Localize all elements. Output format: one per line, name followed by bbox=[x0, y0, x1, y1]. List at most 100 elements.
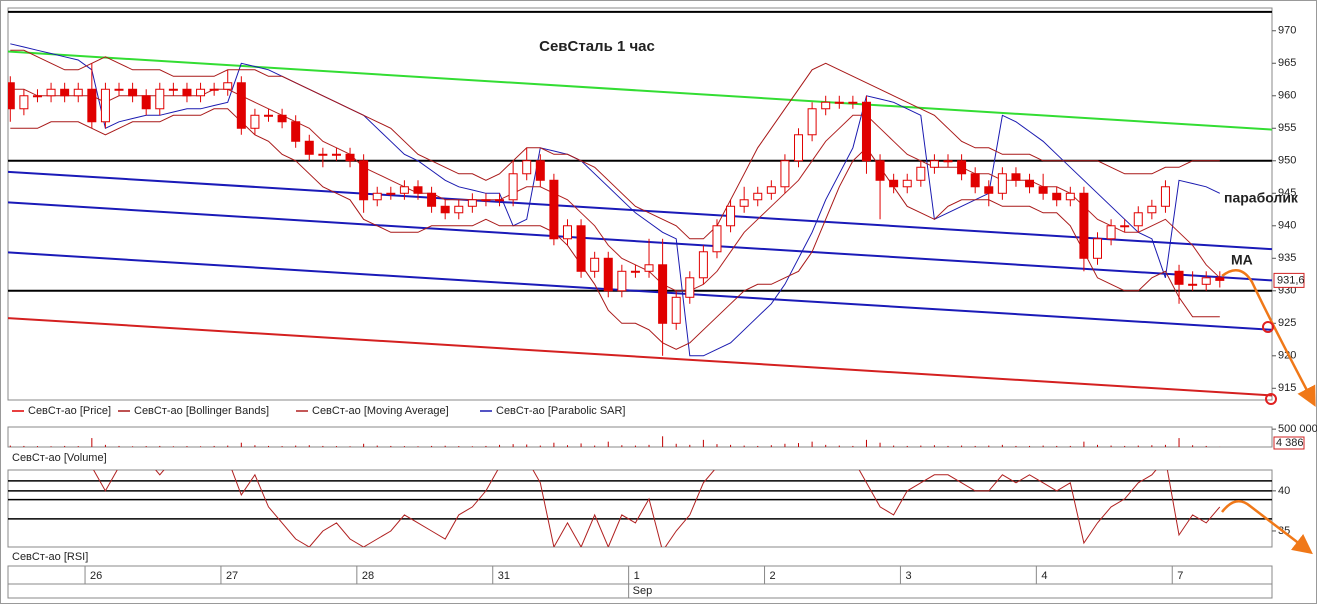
candle-body bbox=[535, 160, 545, 181]
candle-body bbox=[1065, 192, 1075, 201]
y-tick-label: 950 bbox=[1278, 155, 1296, 167]
last-price-box bbox=[1273, 272, 1305, 288]
candle-body bbox=[1215, 277, 1225, 281]
candle-body bbox=[712, 225, 722, 253]
candle-body bbox=[739, 199, 749, 207]
candle-body bbox=[318, 153, 328, 156]
y-tick-label: 955 bbox=[1278, 122, 1296, 134]
y-tick-label: 970 bbox=[1278, 25, 1296, 37]
volume-plot bbox=[9, 436, 1221, 447]
series-line bbox=[10, 43, 1221, 357]
candle-body bbox=[155, 88, 165, 110]
x-tick-label: 3 bbox=[905, 570, 911, 582]
candle-body bbox=[46, 88, 56, 97]
candle-body bbox=[848, 101, 858, 104]
candle-body bbox=[114, 88, 124, 91]
candle-body bbox=[861, 101, 871, 162]
candle-body bbox=[671, 296, 681, 324]
candle-body bbox=[1092, 238, 1102, 259]
panel-label: СевСт-ао [Volume] bbox=[12, 452, 107, 464]
candle-body bbox=[943, 160, 953, 163]
month-label: Sep bbox=[633, 585, 653, 597]
last-volume-box bbox=[1273, 436, 1305, 450]
candle-body bbox=[1011, 173, 1021, 181]
x-tick-label: 31 bbox=[498, 570, 510, 582]
candle-body bbox=[467, 199, 477, 207]
y-tick-label: 925 bbox=[1278, 317, 1296, 329]
legend-label: СевСт-ао [Bollinger Bands] bbox=[134, 405, 269, 417]
candle-body bbox=[562, 225, 572, 240]
candle-body bbox=[997, 173, 1007, 194]
legend-label: СевСт-ао [Parabolic SAR] bbox=[496, 405, 626, 417]
y-tick-label: 935 bbox=[1278, 252, 1296, 264]
x-tick-label: 1 bbox=[634, 570, 640, 582]
candle-body bbox=[834, 101, 844, 104]
x-tick-label: 4 bbox=[1041, 570, 1047, 582]
candle-body bbox=[1188, 283, 1198, 286]
drawn-circle bbox=[1262, 321, 1274, 333]
trend-line bbox=[8, 317, 1272, 397]
bollinger-upper bbox=[10, 49, 1220, 240]
drawn-circle bbox=[1265, 393, 1277, 405]
candle-body bbox=[32, 95, 42, 98]
last-volume-label: 4 386 bbox=[1276, 437, 1304, 449]
x-tick-label: 7 bbox=[1177, 570, 1183, 582]
rsi-line bbox=[93, 470, 1221, 547]
candle-body bbox=[60, 88, 70, 97]
candle-body bbox=[223, 82, 233, 90]
volume-panel bbox=[7, 426, 1273, 448]
candle-body bbox=[970, 173, 980, 188]
rsi-plot bbox=[8, 470, 1272, 547]
candle-body bbox=[549, 179, 559, 240]
candle-body bbox=[957, 160, 967, 175]
y-tick-label: 945 bbox=[1278, 187, 1296, 199]
annotation: параболик bbox=[1224, 190, 1299, 206]
candle-body bbox=[209, 88, 219, 91]
candle-body bbox=[1038, 186, 1048, 194]
candle-body bbox=[331, 153, 341, 156]
candle-body bbox=[685, 277, 695, 298]
candle-body bbox=[984, 186, 994, 194]
candle-body bbox=[291, 121, 301, 142]
price-panel bbox=[7, 7, 1273, 401]
drawn-arrow bbox=[1221, 269, 1316, 407]
legend-label: СевСт-ао [Moving Average] bbox=[312, 405, 449, 417]
candle-body bbox=[427, 192, 437, 207]
x-tick-label: 2 bbox=[770, 570, 776, 582]
bollinger-lower bbox=[10, 108, 1220, 350]
x-tick-label: 28 bbox=[362, 570, 374, 582]
candle-body bbox=[630, 270, 640, 273]
trend-line bbox=[8, 170, 1272, 251]
candle-body bbox=[794, 134, 804, 162]
candle-body bbox=[19, 95, 29, 110]
candle-body bbox=[929, 160, 939, 168]
candle-body bbox=[413, 186, 423, 194]
candle-body bbox=[1201, 277, 1211, 285]
candle-body bbox=[617, 270, 627, 292]
candle-body bbox=[1079, 192, 1089, 259]
candle-body bbox=[1147, 205, 1157, 214]
trend-line bbox=[8, 50, 1272, 131]
candle-body bbox=[277, 114, 287, 123]
candle-body bbox=[8, 82, 15, 110]
x-tick-label: 27 bbox=[226, 570, 238, 582]
y-tick-label: 960 bbox=[1278, 90, 1296, 102]
candle-body bbox=[522, 160, 532, 175]
date-axis bbox=[7, 565, 1273, 599]
candle-body bbox=[902, 179, 912, 188]
candle-body bbox=[889, 179, 899, 188]
candle-body bbox=[875, 160, 885, 181]
candle-body bbox=[821, 101, 831, 110]
candle-body bbox=[807, 108, 817, 136]
last-price-label: 931,6 bbox=[1277, 274, 1305, 286]
candle-body bbox=[766, 186, 776, 194]
candle-body bbox=[372, 192, 382, 201]
candle-body bbox=[128, 88, 138, 97]
candle-body bbox=[508, 173, 518, 201]
y-tick-label: 940 bbox=[1278, 220, 1296, 232]
candle-body bbox=[359, 160, 369, 201]
candle-body bbox=[182, 88, 192, 97]
candle-body bbox=[73, 88, 83, 97]
candle-body bbox=[753, 192, 763, 201]
candle-body bbox=[250, 114, 260, 129]
